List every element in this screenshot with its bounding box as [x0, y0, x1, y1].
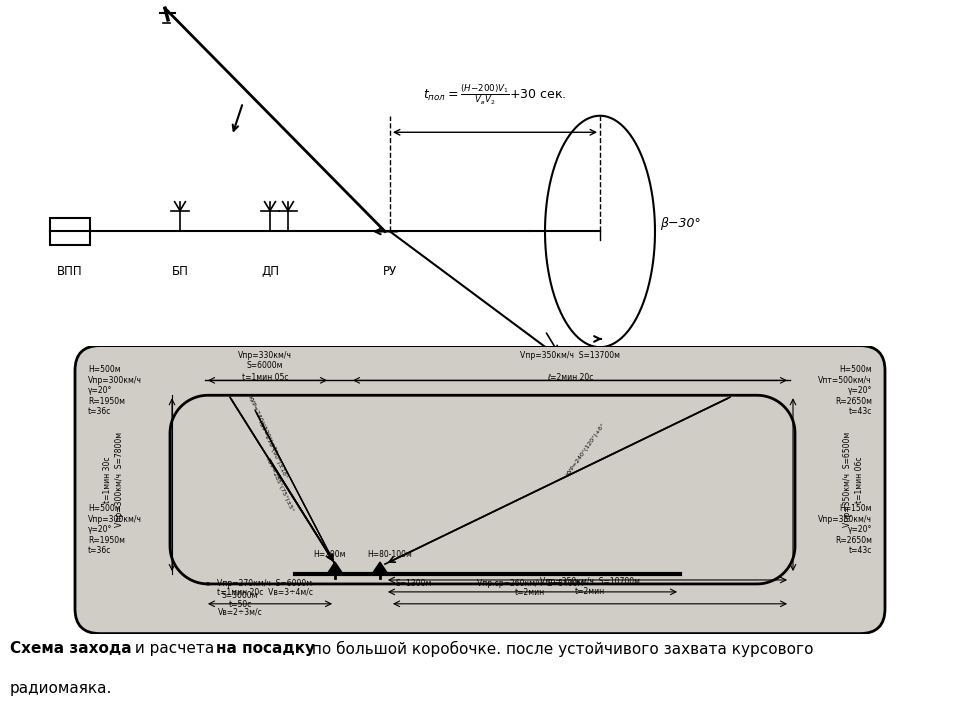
Text: РУ: РУ: [383, 264, 397, 277]
Text: КУР=240°(120°)+δ°: КУР=240°(120°)+δ°: [565, 423, 606, 477]
Text: H=500м
Vпт=500км/ч
γ=20°
R=2650м
t=43с: H=500м Vпт=500км/ч γ=20° R=2650м t=43с: [818, 366, 872, 416]
Text: t=2мин: t=2мин: [515, 588, 545, 597]
Text: S=1300м: S=1300м: [395, 579, 431, 588]
Text: t=50с: t=50с: [228, 600, 252, 609]
Text: радиомаяка.: радиомаяка.: [10, 681, 112, 696]
Text: Vпр=270км/ч  S=6000м: Vпр=270км/ч S=6000м: [217, 579, 313, 588]
Text: БП: БП: [172, 264, 188, 277]
Text: ДП: ДП: [261, 264, 279, 277]
Text: на посадку: на посадку: [270, 407, 374, 422]
Text: $\angle tg\rho_y=\frac{2K}{t_{пол}V_2}$: $\angle tg\rho_y=\frac{2K}{t_{пол}V_2}$: [440, 356, 520, 379]
Text: Vпр=350км/ч  S=6500м: Vпр=350км/ч S=6500м: [844, 432, 852, 527]
Text: H=80-100м: H=80-100м: [368, 550, 413, 559]
Text: Vпр=330км/ч
S=6000м: Vпр=330км/ч S=6000м: [238, 351, 292, 370]
Text: t=1мин 05с: t=1мин 05с: [242, 374, 288, 382]
Text: Vпр=350км/ч  S=10700м: Vпр=350км/ч S=10700м: [540, 577, 640, 586]
Text: t=2мин: t=2мин: [575, 587, 605, 596]
Text: β−30°: β−30°: [660, 217, 701, 230]
Text: Vпр.ср=260км/ч  S=8400м: Vпр.ср=260км/ч S=8400м: [477, 579, 583, 588]
Bar: [85, 351, 875, 624]
Text: Схема захода: Схема захода: [95, 407, 217, 422]
Text: и расчета: и расчета: [130, 641, 219, 655]
Text: H=150м
Vпр=350км/ч
γ=20°
R=2650м
t=43с: H=150м Vпр=350км/ч γ=20° R=2650м t=43с: [818, 505, 872, 555]
Text: $t_{пол}=\frac{(H{-}200)V_1}{V_вV_2}$+30 сек.: $t_{пол}=\frac{(H{-}200)V_1}{V_вV_2}$+30…: [423, 84, 566, 107]
Text: t=1мин 06с: t=1мин 06с: [855, 456, 865, 503]
Text: по большой коробочке. после устойчивого захвата курсового: по большой коробочке. после устойчивого …: [307, 641, 814, 657]
Text: t=1мин 20с  Vв=3÷4м/с: t=1мин 20с Vв=3÷4м/с: [217, 588, 313, 597]
Text: ВПП: ВПП: [58, 264, 83, 277]
Text: КУР=270°(90°)±1δ°: КУР=270°(90°)±1δ°: [256, 420, 288, 480]
Text: Схема захода: Схема захода: [10, 641, 132, 655]
Bar: [50, 218, 90, 245]
Text: ℓ=2мин 20с: ℓ=2мин 20с: [547, 374, 593, 382]
Text: H=500м
Vпр=300км/ч
γ=20°
R=1950м
t=36с: H=500м Vпр=300км/ч γ=20° R=1950м t=36с: [88, 366, 142, 416]
Text: Vв=2÷3м/с: Vв=2÷3м/с: [218, 608, 262, 617]
Text: Vпр=300км/ч  S=7800м: Vпр=300км/ч S=7800м: [115, 432, 125, 527]
Text: t=1мин 30с: t=1мин 30с: [104, 456, 112, 503]
Text: на посадку: на посадку: [216, 641, 315, 655]
Text: Vпр=350км/ч  S=13700м: Vпр=350км/ч S=13700м: [520, 351, 620, 359]
Text: H=200м: H=200м: [314, 550, 347, 559]
Text: с отворотом на расчетный угол.: с отворотом на расчетный угол.: [410, 407, 677, 422]
Text: КУР=285°(75°)±5°: КУР=285°(75°)±5°: [264, 456, 294, 513]
Text: КУР=240°(120°)±δ°: КУР=240°(120°)±δ°: [246, 395, 277, 455]
Text: S=3000м: S=3000м: [222, 591, 258, 600]
Polygon shape: [372, 562, 388, 574]
Text: H=500м
Vпр=300км/ч
γ=20°
R=1950м
t=36с: H=500м Vпр=300км/ч γ=20° R=1950м t=36с: [88, 505, 142, 555]
FancyBboxPatch shape: [75, 346, 885, 634]
Polygon shape: [327, 562, 343, 574]
